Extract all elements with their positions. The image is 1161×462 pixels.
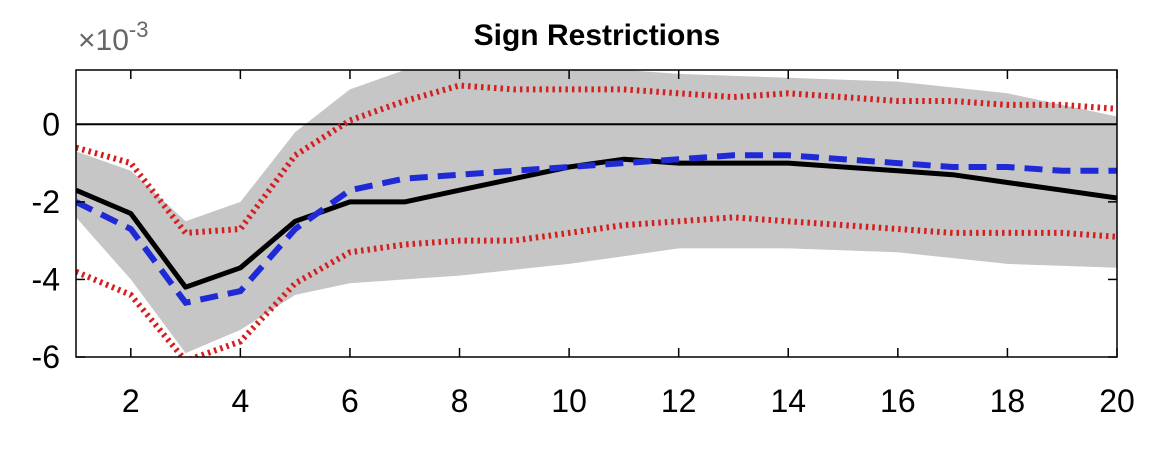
confidence-band (76, 70, 1117, 354)
x-tick-label: 4 (231, 383, 249, 419)
x-tick-label: 14 (770, 383, 806, 419)
y-tick-label: 0 (42, 106, 60, 142)
plot-area (76, 70, 1117, 357)
lower-bound-dotted-line (76, 214, 1117, 357)
x-tick-label: 10 (551, 383, 587, 419)
y-multiplier: ×10-3 (78, 17, 148, 57)
y-tick-label: -6 (32, 339, 60, 375)
x-tick-label: 6 (341, 383, 359, 419)
y-multiplier-exponent: -3 (129, 17, 149, 42)
median-response-line (76, 156, 1117, 290)
x-tick-label: 20 (1099, 383, 1135, 419)
y-tick-label: -4 (32, 261, 60, 297)
upper-bound-dotted-line (76, 82, 1117, 236)
y-tick-label: -2 (32, 184, 60, 220)
chart-title: Sign Restrictions (474, 19, 721, 52)
svg-text:×10-3: ×10-3 (78, 17, 148, 57)
plot-frame (75, 69, 1118, 358)
x-tick-label: 16 (880, 383, 916, 419)
x-tick-label: 2 (122, 383, 140, 419)
axes: 2 4 6 8 10 12 14 16 18 20 0 -2 -4 -6 (32, 69, 1135, 419)
x-tick-label: 12 (661, 383, 697, 419)
dashed-response-line (76, 152, 1117, 307)
x-tick-label: 8 (451, 383, 469, 419)
y-multiplier-base: ×10 (78, 24, 129, 57)
x-tick-label: 18 (990, 383, 1026, 419)
